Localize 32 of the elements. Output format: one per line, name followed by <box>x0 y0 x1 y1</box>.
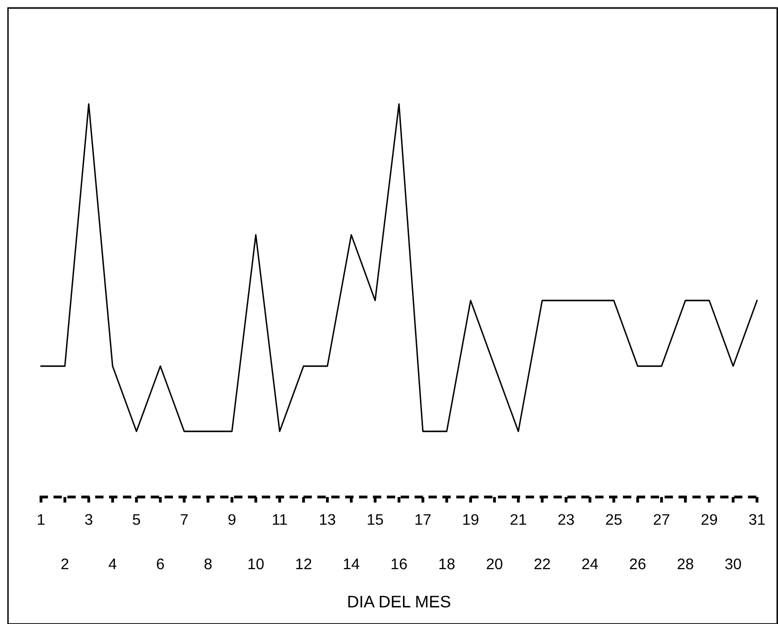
x-tick-label: 18 <box>439 558 455 570</box>
x-tick-label: 11 <box>272 514 287 525</box>
x-tick-label: 5 <box>132 514 140 525</box>
x-tick-label: 9 <box>228 514 236 525</box>
x-tick-label: 13 <box>320 514 336 525</box>
x-tick-label: 26 <box>630 558 646 570</box>
x-tick-label: 4 <box>108 558 116 570</box>
x-tick-label: 10 <box>248 558 264 570</box>
x-tick-label: 15 <box>368 514 383 525</box>
x-tick-label: 16 <box>392 558 407 570</box>
x-tick-label: 17 <box>416 514 431 525</box>
x-tick-label: 24 <box>582 558 598 570</box>
x-tick-label: 19 <box>463 514 478 525</box>
x-tick-label: 25 <box>606 514 622 525</box>
x-tick-label: 14 <box>344 558 360 570</box>
x-tick-label: 31 <box>749 514 765 525</box>
x-tick-label: 30 <box>725 558 742 570</box>
x-tick-label: 8 <box>204 558 212 570</box>
x-tick-label: 28 <box>678 558 694 570</box>
x-tick-label: 23 <box>558 514 574 525</box>
x-tick-label: 12 <box>296 558 312 570</box>
x-tick-label: 21 <box>510 514 526 525</box>
x-tick-label: 29 <box>702 514 718 525</box>
x-tick-label: 22 <box>534 558 550 570</box>
x-tick-label: 20 <box>486 558 502 570</box>
x-tick-label: 6 <box>156 558 164 570</box>
x-axis-title: DIA DEL MES <box>348 596 450 608</box>
x-tick-label: 3 <box>85 514 92 525</box>
x-tick-label: 7 <box>180 514 188 525</box>
x-tick-label: 27 <box>654 514 670 525</box>
x-tick-label: 1 <box>38 514 45 525</box>
x-tick-label: 2 <box>61 558 68 570</box>
